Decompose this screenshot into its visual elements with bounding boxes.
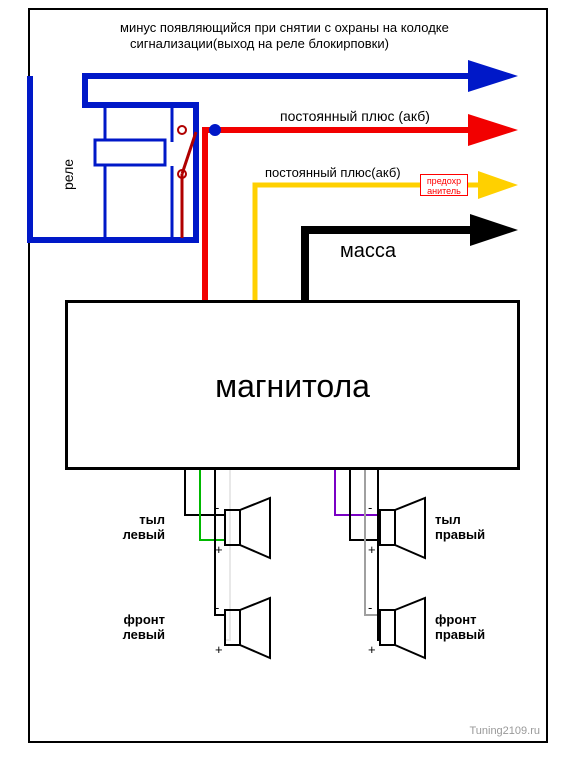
label-const-plus-2: постоянный плюс(акб) (265, 165, 401, 180)
label-front-left: фронт левый (95, 612, 165, 642)
label-front-right: фронт правый (435, 612, 485, 642)
fuse-box: предохр анитель (420, 174, 468, 196)
label-ground: масса (340, 240, 396, 263)
head-unit-block: магнитола (65, 300, 520, 470)
head-unit-label: магнитола (68, 368, 517, 405)
label-relay: реле (60, 159, 76, 190)
label-rear-left: тыл левый (105, 512, 165, 542)
label-signal-2: сигнализации(выход на реле блокирповки) (130, 36, 389, 51)
label-const-plus-1: постоянный плюс (акб) (280, 108, 430, 124)
label-rear-right: тыл правый (435, 512, 485, 542)
watermark: Tuning2109.ru (469, 725, 540, 737)
label-signal-1: минус появляющийся при снятии с охраны н… (120, 20, 449, 35)
